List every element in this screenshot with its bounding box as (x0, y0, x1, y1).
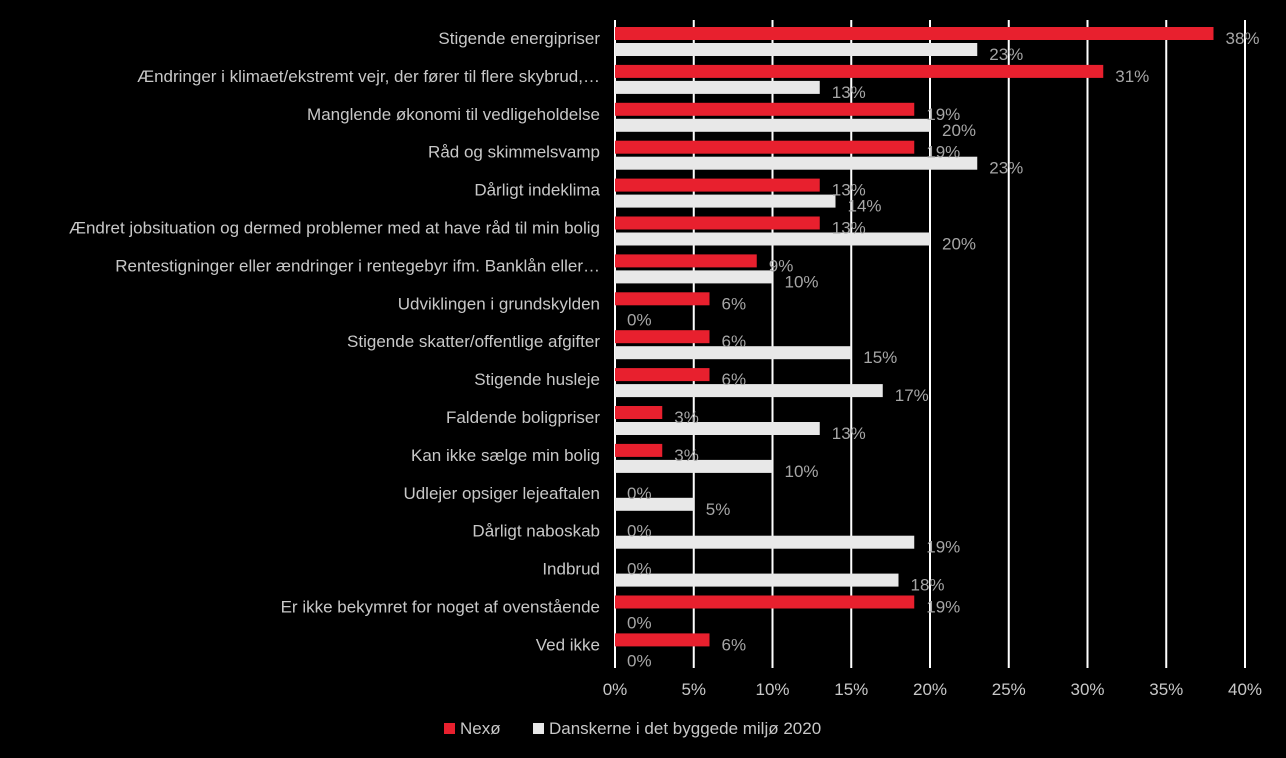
category-label: Stigende skatter/offentlige afgifter (347, 332, 600, 351)
bar-nexo (615, 292, 710, 306)
bar-danskerne (615, 497, 694, 511)
x-tick-label: 15% (834, 680, 868, 699)
x-tick-label: 0% (603, 680, 628, 699)
bar-danskerne (615, 270, 773, 284)
bar-danskerne (615, 459, 773, 473)
category-label: Indbrud (542, 560, 600, 579)
category-label: Ved ikke (536, 635, 600, 654)
x-tick-label: 5% (681, 680, 706, 699)
data-label: 6% (722, 370, 747, 389)
bar-nexo (615, 178, 820, 192)
data-label: 19% (926, 598, 960, 617)
category-label: Ændret jobsituation og dermed problemer … (69, 219, 600, 238)
bar-danskerne (615, 422, 820, 435)
bar-danskerne (615, 346, 852, 360)
data-label: 23% (989, 159, 1023, 178)
bar-danskerne (615, 194, 836, 208)
data-label: 6% (722, 332, 747, 351)
data-label: 0% (627, 522, 652, 541)
legend-swatch-nexo (444, 723, 455, 734)
legend-swatch-danskerne (533, 723, 544, 734)
data-label: 3% (674, 408, 699, 427)
category-label: Kan ikke sælge min bolig (411, 446, 600, 465)
bar-danskerne (615, 232, 930, 246)
category-label: Råd og skimmelsvamp (428, 143, 600, 162)
bar-nexo (615, 64, 1104, 78)
category-label: Dårligt naboskab (472, 522, 600, 541)
category-label: Dårligt indeklima (474, 181, 600, 200)
x-tick-label: 20% (913, 680, 947, 699)
data-label: 10% (785, 272, 819, 291)
bar-danskerne (615, 80, 820, 94)
bar-nexo (615, 595, 915, 609)
data-label: 18% (911, 576, 945, 595)
bar-nexo (615, 102, 915, 116)
bar-nexo (615, 254, 757, 268)
data-label: 38% (1226, 29, 1260, 48)
data-label: 19% (926, 143, 960, 162)
data-label: 14% (848, 197, 882, 216)
x-tick-label: 40% (1228, 680, 1262, 699)
bar-danskerne (615, 384, 883, 398)
category-label: Faldende boligpriser (446, 408, 600, 427)
bar-danskerne (615, 43, 978, 56)
data-label: 10% (785, 462, 819, 481)
x-tick-label: 30% (1070, 680, 1104, 699)
data-label: 0% (627, 560, 652, 579)
data-label: 20% (942, 121, 976, 140)
data-label: 6% (722, 294, 747, 313)
bar-danskerne (615, 118, 930, 132)
bar-danskerne (615, 156, 978, 170)
data-label: 13% (832, 83, 866, 102)
data-label: 6% (722, 635, 747, 654)
bars (615, 27, 1214, 647)
legend-label-danskerne: Danskerne i det byggede miljø 2020 (549, 719, 821, 738)
data-label: 20% (942, 235, 976, 254)
data-label: 31% (1115, 67, 1149, 86)
bar-nexo (615, 368, 710, 382)
data-label: 19% (926, 538, 960, 557)
data-labels: 38%23%31%13%19%20%19%23%13%14%13%20%9%10… (627, 29, 1260, 670)
legend-label-nexo: Nexø (460, 719, 501, 738)
bar-nexo (615, 633, 710, 647)
data-label: 0% (627, 614, 652, 633)
category-label: Stigende energipriser (438, 29, 600, 48)
legend: Nexø Danskerne i det byggede miljø 2020 (444, 719, 821, 738)
data-label: 23% (989, 45, 1023, 64)
category-label: Udviklingen i grundskylden (398, 294, 600, 313)
data-label: 15% (863, 348, 897, 367)
data-label: 0% (627, 310, 652, 329)
category-label: Manglende økonomi til vedligeholdelse (307, 105, 600, 124)
category-label: Rentestigninger eller ændringer i renteg… (115, 256, 600, 275)
data-label: 19% (926, 105, 960, 124)
data-label: 5% (706, 500, 731, 519)
x-tick-label: 10% (755, 680, 789, 699)
category-label: Stigende husleje (474, 370, 600, 389)
x-tick-label: 25% (992, 680, 1026, 699)
category-label: Er ikke bekymret for noget af ovenståend… (281, 598, 600, 617)
data-label: 3% (674, 446, 699, 465)
category-label: Ændringer i klimaet/ekstremt vejr, der f… (137, 67, 600, 86)
bar-danskerne (615, 573, 899, 587)
category-label: Udlejer opsiger lejeaftalen (403, 484, 600, 503)
data-label: 13% (832, 424, 866, 443)
bar-nexo (615, 330, 710, 344)
bar-nexo (615, 406, 663, 419)
x-tick-label: 35% (1149, 680, 1183, 699)
x-axis-tick-labels: 0% 5% 10% 15% 20% 25% 30% 35% 40% (603, 680, 1262, 699)
data-label: 17% (895, 386, 929, 405)
data-label: 13% (832, 181, 866, 200)
data-label: 9% (769, 256, 794, 275)
data-label: 0% (627, 651, 652, 670)
bar-danskerne (615, 535, 915, 549)
bar-nexo (615, 140, 915, 154)
data-label: 0% (627, 484, 652, 503)
category-labels: Stigende energipriser Ændringer i klimaet… (69, 29, 601, 654)
bar-nexo (615, 216, 820, 230)
bar-nexo (615, 27, 1214, 40)
data-label: 13% (832, 219, 866, 238)
bar-nexo (615, 443, 663, 457)
